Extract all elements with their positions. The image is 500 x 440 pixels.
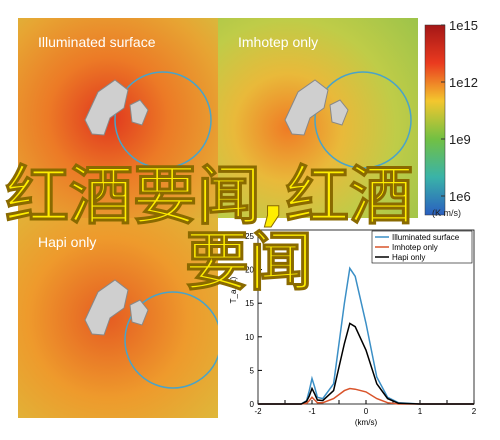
y-tick-label: 10 bbox=[245, 333, 254, 342]
panel-title: Illuminated surface bbox=[38, 34, 156, 50]
y-axis-label: T_a (K) bbox=[229, 276, 238, 303]
overlay-text: 要闻 bbox=[185, 226, 313, 300]
colorbar-tick-label: 1e9 bbox=[449, 132, 471, 147]
x-tick-label: 2 bbox=[472, 407, 477, 416]
panel-title: Hapi only bbox=[38, 234, 96, 250]
colorbar-label: (K m/s) bbox=[432, 208, 461, 218]
line bbox=[258, 322, 474, 405]
colorbar-tick-label: 1e12 bbox=[449, 75, 478, 90]
y-tick-label: 20 bbox=[245, 266, 254, 275]
legend-label: Illuminated surface bbox=[392, 233, 460, 242]
legend-label: Imhotep only bbox=[392, 243, 438, 252]
colorbar-tick-label: 1e6 bbox=[449, 189, 471, 204]
y-tick-label: 25 bbox=[245, 232, 254, 241]
x-tick-label: 0 bbox=[364, 407, 369, 416]
x-axis-label: (km/s) bbox=[355, 418, 378, 427]
circle bbox=[114, 71, 212, 169]
panel bbox=[218, 18, 418, 218]
circle bbox=[314, 71, 412, 169]
legend-label: Hapi only bbox=[392, 253, 425, 262]
comet bbox=[284, 79, 349, 136]
y-tick-label: 15 bbox=[245, 299, 254, 308]
x-tick-label: -2 bbox=[254, 407, 262, 416]
heatmap bbox=[218, 18, 418, 218]
comet bbox=[84, 79, 149, 136]
panel bbox=[18, 18, 218, 218]
overlay-text: 红酒要闻,红酒 bbox=[5, 160, 413, 234]
colorbar-tick-label: 1e15 bbox=[449, 18, 478, 33]
comet bbox=[84, 279, 149, 336]
x-tick-label: 1 bbox=[418, 407, 423, 416]
y-tick-label: 5 bbox=[250, 366, 255, 375]
colorbar bbox=[424, 24, 446, 216]
y-tick-label: 0 bbox=[250, 400, 255, 409]
line bbox=[258, 387, 474, 405]
x-tick-label: -1 bbox=[308, 407, 316, 416]
panel-title: Imhotep only bbox=[238, 34, 318, 50]
heatmap bbox=[18, 218, 218, 418]
panel bbox=[18, 218, 222, 418]
heatmap bbox=[18, 18, 218, 218]
